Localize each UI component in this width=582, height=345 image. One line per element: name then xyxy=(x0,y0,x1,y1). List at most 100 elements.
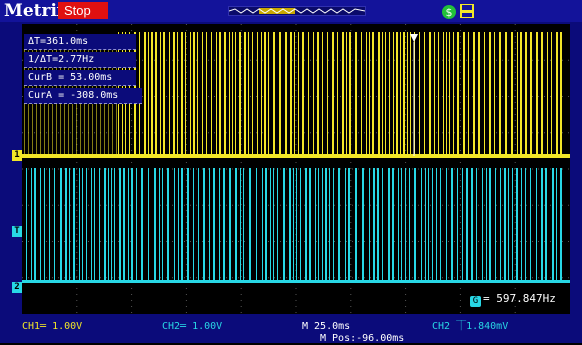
ch2-pulse xyxy=(167,168,169,282)
ch2-pulse xyxy=(560,168,562,282)
delta-t-readout: ΔT=361.0ms xyxy=(24,34,136,50)
ch2-scale[interactable]: CH2═ 1.00V xyxy=(162,321,223,332)
ch1-pulse xyxy=(211,32,212,156)
ch1-pulse xyxy=(327,32,328,156)
ch2-pulse xyxy=(187,168,189,282)
ch2-pulse xyxy=(60,168,62,282)
ch1-pulse xyxy=(313,32,314,156)
ch2-pulse xyxy=(362,168,364,282)
ch1-pulse xyxy=(151,32,153,156)
ch2-pulse xyxy=(318,168,319,282)
trigger-level-marker[interactable]: T xyxy=(12,226,22,237)
ch2-pulse xyxy=(198,168,199,282)
ch1-pulse xyxy=(294,32,295,156)
ch1-pulse xyxy=(268,32,269,156)
ch1-pulse xyxy=(337,32,338,156)
frequency-value: = 597.847Hz xyxy=(483,292,556,305)
ch2-pulse xyxy=(249,168,251,282)
ch2-pulse xyxy=(325,168,327,282)
horizontal-position[interactable]: M Pos:-96.00ms xyxy=(320,333,405,344)
ch2-pulse xyxy=(409,168,410,282)
ch2-pulse xyxy=(181,168,183,282)
ch2-pulse xyxy=(476,168,477,282)
ch1-baseline xyxy=(22,154,570,158)
trigger-level[interactable]: CH2 ⏉1.840mV xyxy=(432,321,509,332)
ch1-pulse xyxy=(342,32,344,156)
ch1-pulse xyxy=(219,32,221,156)
disk-icon xyxy=(460,4,474,18)
ch1-pulse xyxy=(551,32,552,156)
ch2-pulse xyxy=(243,168,244,282)
ch1-pulse xyxy=(248,32,249,156)
ch2-pulse xyxy=(94,168,95,282)
ch2-pulse xyxy=(26,168,27,282)
ch1-pulse xyxy=(385,32,386,156)
ch2-pulse xyxy=(136,168,137,282)
ch2-pulse xyxy=(229,168,231,282)
ch2-pulse xyxy=(40,168,41,282)
ch2-pulse xyxy=(536,168,537,282)
timebase[interactable]: M 25.0ms xyxy=(302,321,351,332)
ch2-pulse xyxy=(421,168,422,282)
ch2-pulse xyxy=(512,168,513,282)
ch2-pulse xyxy=(446,168,447,282)
ch2-pulse xyxy=(451,168,453,282)
acquisition-waveform-icon xyxy=(229,8,365,14)
ch1-pulse xyxy=(400,32,401,156)
ch1-pulse xyxy=(185,32,186,156)
ch1-pulse xyxy=(438,32,439,156)
ch1-pulse xyxy=(317,32,319,156)
ch1-pulse xyxy=(216,32,217,156)
ch2-pulse xyxy=(114,168,115,282)
frequency-readout: G = 597.847Hz xyxy=(470,292,556,307)
ch2-pulse xyxy=(31,168,32,282)
ch2-pulse xyxy=(108,168,109,282)
ch2-pulse xyxy=(471,168,473,282)
ch1-pulse xyxy=(473,32,475,156)
ch1-pulse xyxy=(407,32,408,156)
ch2-pulse xyxy=(293,168,294,282)
ch1-pulse xyxy=(396,32,398,156)
ch2-pulse xyxy=(369,168,370,282)
ch2-pulse xyxy=(159,168,160,282)
ch2-pulse xyxy=(300,168,301,282)
ch1-pulse xyxy=(525,32,527,156)
ch1-pulse xyxy=(478,32,480,156)
ch1-pulse xyxy=(163,32,165,156)
ch1-pulse xyxy=(229,32,230,156)
ch2-pulse xyxy=(193,168,194,282)
svg-text:$: $ xyxy=(446,6,453,19)
ch2-pulse xyxy=(54,168,55,282)
lock-icon: $ xyxy=(442,5,456,19)
ch1-pulse xyxy=(361,32,362,156)
ch1-pulse xyxy=(160,32,161,156)
ch2-pulse xyxy=(333,168,334,282)
ch1-pulse xyxy=(389,32,390,156)
cursor-readout-panel: ΔT=361.0ms 1/ΔT=2.77Hz CurB = 53.00ms Cu… xyxy=(24,34,142,106)
ch1-pulse xyxy=(393,32,394,156)
ch2-pulse xyxy=(457,168,458,282)
ch2-pulse xyxy=(552,168,554,282)
cursor-b-readout: CurB = 53.00ms xyxy=(24,70,136,86)
ch2-pulse xyxy=(203,168,205,282)
counter-icon: G xyxy=(470,296,481,307)
ch1-pulse xyxy=(298,32,299,156)
ch2-marker[interactable]: 2 xyxy=(12,282,22,293)
ch2-pulse xyxy=(373,168,375,282)
ch2-pulse xyxy=(516,168,518,282)
ch2-pulse xyxy=(338,168,340,282)
run-stop-status[interactable]: Stop xyxy=(58,2,108,19)
ch2-pulse xyxy=(273,168,274,282)
ch1-scale[interactable]: CH1═ 1.00V xyxy=(22,321,83,332)
ch1-pulse xyxy=(244,32,246,156)
ch1-pulse xyxy=(252,32,253,156)
ch1-pulse xyxy=(169,32,170,156)
ch2-pulse xyxy=(486,168,487,282)
ch1-marker[interactable]: 1 xyxy=(12,150,22,161)
ch2-pulse xyxy=(262,168,263,282)
ch1-pulse xyxy=(505,32,507,156)
ch1-pulse xyxy=(443,32,444,156)
ch2-pulse xyxy=(545,168,547,282)
ch2-pulse xyxy=(69,168,70,282)
ch2-pulse xyxy=(219,168,220,282)
